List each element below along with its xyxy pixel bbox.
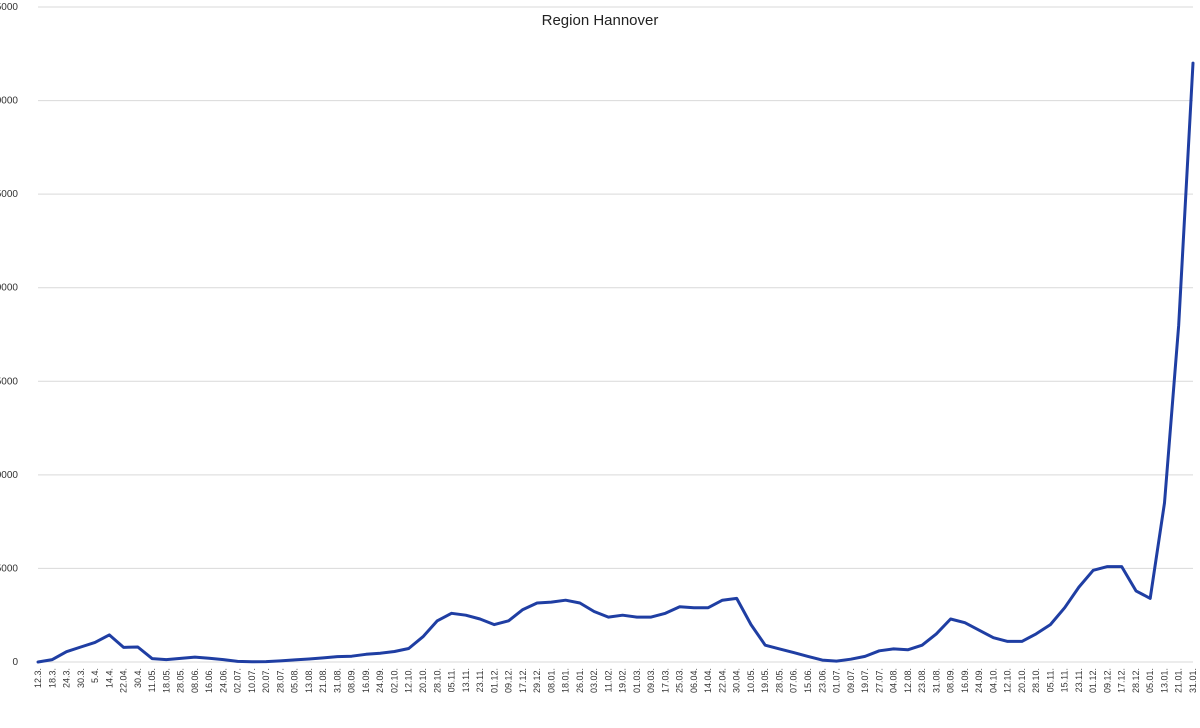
y-tick-label: 0 xyxy=(12,657,18,668)
x-tick-label: 28.12. xyxy=(1131,668,1141,693)
x-tick-label: 01.03. xyxy=(632,668,642,693)
x-tick-label: 19.07. xyxy=(860,668,870,693)
x-tick-label: 06.04. xyxy=(689,668,699,693)
x-tick-label: 05.08. xyxy=(290,668,300,693)
x-tick-label: 15.11. xyxy=(1060,668,1070,692)
x-tick-label: 13.08. xyxy=(304,668,314,693)
x-tick-label: 16.09. xyxy=(960,668,970,693)
x-tick-label: 25.03. xyxy=(675,668,685,693)
x-tick-label: 03.02. xyxy=(589,668,599,693)
x-tick-label: 05.11. xyxy=(447,668,457,692)
x-tick-label: 15.06. xyxy=(803,668,813,693)
x-tick-label: 08.06. xyxy=(190,668,200,693)
x-axis-tick-labels: 12.3. 18.3. 24.3. 30.3. 5.4. 14.4. 22.04. 30.4.… xyxy=(33,668,1198,693)
series-layer xyxy=(36,61,1195,664)
x-tick-label: 18.01. xyxy=(561,668,571,693)
x-tick-label: 24.09. xyxy=(974,668,984,693)
x-tick-label: 10.05. xyxy=(746,668,756,693)
x-tick-label: 07.06. xyxy=(789,668,799,693)
x-tick-label: 09.12. xyxy=(1102,668,1112,693)
x-tick-label: 04.10. xyxy=(988,668,998,693)
x-tick-label: 23.11. xyxy=(1074,668,1084,692)
x-tick-label: 29.12. xyxy=(532,668,542,693)
x-tick-label: 11.05. xyxy=(147,668,157,692)
x-tick-label: 01.12. xyxy=(1088,668,1098,693)
y-tick-label: 15000 xyxy=(0,376,18,387)
x-tick-label: 13.11. xyxy=(461,668,471,692)
x-tick-label: 24.09. xyxy=(375,668,385,693)
x-tick-label: 02.10. xyxy=(389,668,399,693)
x-tick-label: 26.01. xyxy=(575,668,585,693)
x-tick-label: 20.07. xyxy=(261,668,271,693)
x-tick-label: 09.07. xyxy=(846,668,856,693)
series-line xyxy=(36,61,1195,664)
x-tick-label: 05.11. xyxy=(1045,668,1055,692)
x-tick-label: 31.01. xyxy=(1188,668,1198,693)
x-tick-label: 14.4. xyxy=(104,668,114,688)
x-tick-label: 17.12. xyxy=(1117,668,1127,693)
x-tick-label: 20.10. xyxy=(1017,668,1027,693)
x-tick-label: 28.05. xyxy=(774,668,784,693)
y-tick-label: 30000 xyxy=(0,96,18,107)
x-tick-label: 12.10. xyxy=(404,668,414,693)
x-tick-label: 30.04. xyxy=(732,668,742,693)
x-tick-label: 09.12. xyxy=(504,668,514,693)
x-tick-label: 18.3. xyxy=(47,668,57,688)
x-tick-label: 24.06. xyxy=(218,668,228,693)
x-tick-label: 12.08. xyxy=(903,668,913,693)
x-tick-label: 08.09. xyxy=(946,668,956,693)
x-tick-label: 12.10. xyxy=(1003,668,1013,693)
x-tick-label: 08.09. xyxy=(347,668,357,693)
x-tick-label: 30.3. xyxy=(76,668,86,688)
x-tick-label: 08.01. xyxy=(546,668,556,693)
x-tick-label: 17.12. xyxy=(518,668,528,693)
y-tick-label: 25000 xyxy=(0,189,18,200)
x-tick-label: 31.08. xyxy=(931,668,941,693)
x-tick-label: 05.01. xyxy=(1145,668,1155,693)
x-tick-label: 16.09. xyxy=(361,668,371,693)
x-tick-label: 28.07. xyxy=(275,668,285,693)
x-tick-label: 22.04. xyxy=(119,668,129,693)
x-tick-label: 13.01. xyxy=(1159,668,1169,693)
x-tick-label: 31.08. xyxy=(332,668,342,693)
x-tick-label: 18.05. xyxy=(161,668,171,693)
x-tick-label: 28.10. xyxy=(432,668,442,693)
x-tick-label: 11.02. xyxy=(603,668,613,692)
y-axis-tick-labels: 0 5000 10000 15000 20000 25000 30000 35000 xyxy=(0,2,18,668)
x-tick-label: 01.07. xyxy=(832,668,842,693)
x-tick-label: 19.05. xyxy=(760,668,770,693)
x-tick-label: 23.08. xyxy=(917,668,927,693)
x-tick-label: 12.3. xyxy=(33,668,43,688)
x-tick-label: 22.04. xyxy=(717,668,727,693)
x-tick-label: 28.10. xyxy=(1031,668,1041,693)
x-tick-label: 17.03. xyxy=(660,668,670,693)
x-tick-label: 10.07. xyxy=(247,668,257,693)
x-tick-label: 16.06. xyxy=(204,668,214,693)
y-tick-label: 20000 xyxy=(0,283,18,294)
x-tick-label: 14.04. xyxy=(703,668,713,693)
x-tick-label: 21.08. xyxy=(318,668,328,693)
x-tick-label: 04.08. xyxy=(889,668,899,693)
x-tick-label: 24.3. xyxy=(62,668,72,688)
y-tick-label: 5000 xyxy=(0,563,18,574)
x-tick-label: 01.12. xyxy=(489,668,499,693)
x-tick-label: 09.03. xyxy=(646,668,656,693)
x-tick-label: 23.11. xyxy=(475,668,485,692)
x-tick-label: 28.05. xyxy=(176,668,186,693)
y-tick-label: 10000 xyxy=(0,470,18,481)
chart-title: Region Hannover xyxy=(542,12,659,29)
x-tick-label: 5.4. xyxy=(90,668,100,683)
x-tick-label: 30.4. xyxy=(133,668,143,688)
x-tick-label: 21.01. xyxy=(1174,668,1184,693)
y-tick-label: 35000 xyxy=(0,2,18,13)
x-tick-label: 23.06. xyxy=(817,668,827,693)
x-tick-label: 02.07. xyxy=(233,668,243,693)
gridlines xyxy=(38,6,1193,663)
x-tick-label: 20.10. xyxy=(418,668,428,693)
x-tick-label: 27.07. xyxy=(874,668,884,693)
x-tick-label: 19.02. xyxy=(618,668,628,693)
